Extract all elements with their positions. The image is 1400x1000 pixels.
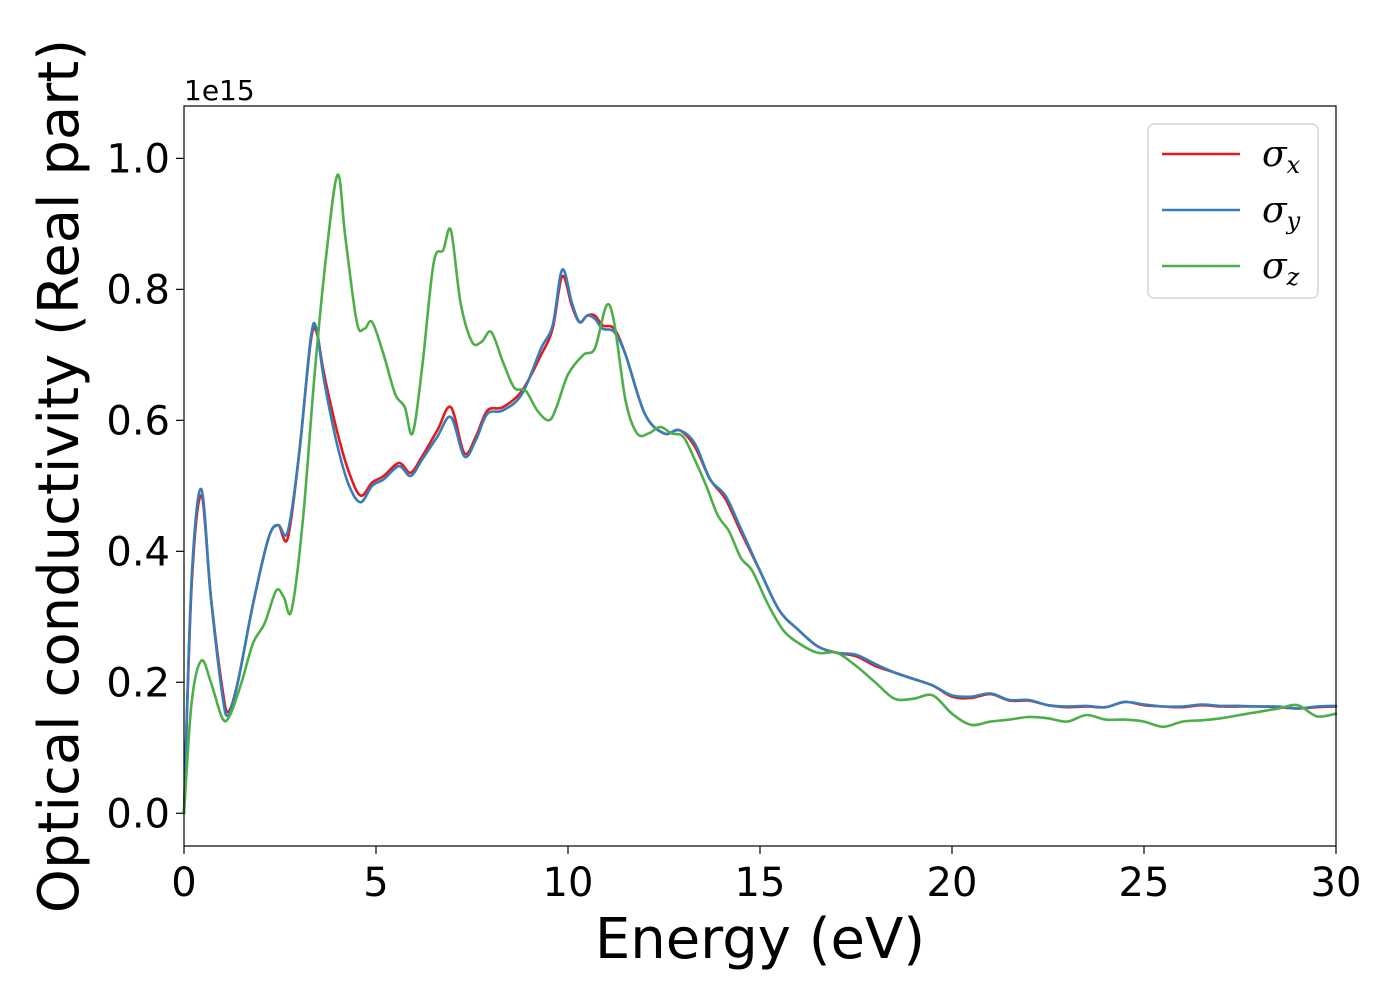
x-tick-label: 30 xyxy=(1311,860,1362,906)
series-layer xyxy=(182,173,1338,815)
x-axis-title: Energy (eV) xyxy=(595,907,925,972)
x-tick-label: 15 xyxy=(735,860,786,906)
x-tick-label: 0 xyxy=(171,860,196,906)
y-tick-label: 0.2 xyxy=(106,660,170,706)
series-line-z xyxy=(182,173,1338,815)
legend-label-z: σz xyxy=(1262,246,1300,291)
legend: σx σy σz xyxy=(1147,123,1319,299)
y-offset-label: 1e15 xyxy=(184,74,255,107)
legend-label-y: σy xyxy=(1262,190,1301,235)
legend-label-x: σx xyxy=(1262,134,1301,179)
y-tick-label: 1.0 xyxy=(106,136,170,182)
y-tick-label: 0.0 xyxy=(106,791,170,837)
x-tick-label: 10 xyxy=(543,860,594,906)
x-tick-label: 25 xyxy=(1119,860,1170,906)
x-tick-label: 20 xyxy=(927,860,978,906)
y-tick-label: 0.8 xyxy=(106,267,170,313)
y-axis: 0.0 0.2 0.4 0.6 0.8 1.0 xyxy=(106,136,184,837)
x-tick-label: 5 xyxy=(363,860,388,906)
y-tick-label: 0.6 xyxy=(106,398,170,444)
y-tick-label: 0.4 xyxy=(106,529,170,575)
series-line-y xyxy=(182,268,1338,815)
x-axis: 0 5 10 15 20 25 30 xyxy=(171,846,1361,906)
y-axis-title: Optical conductivity (Real part) xyxy=(27,39,92,913)
